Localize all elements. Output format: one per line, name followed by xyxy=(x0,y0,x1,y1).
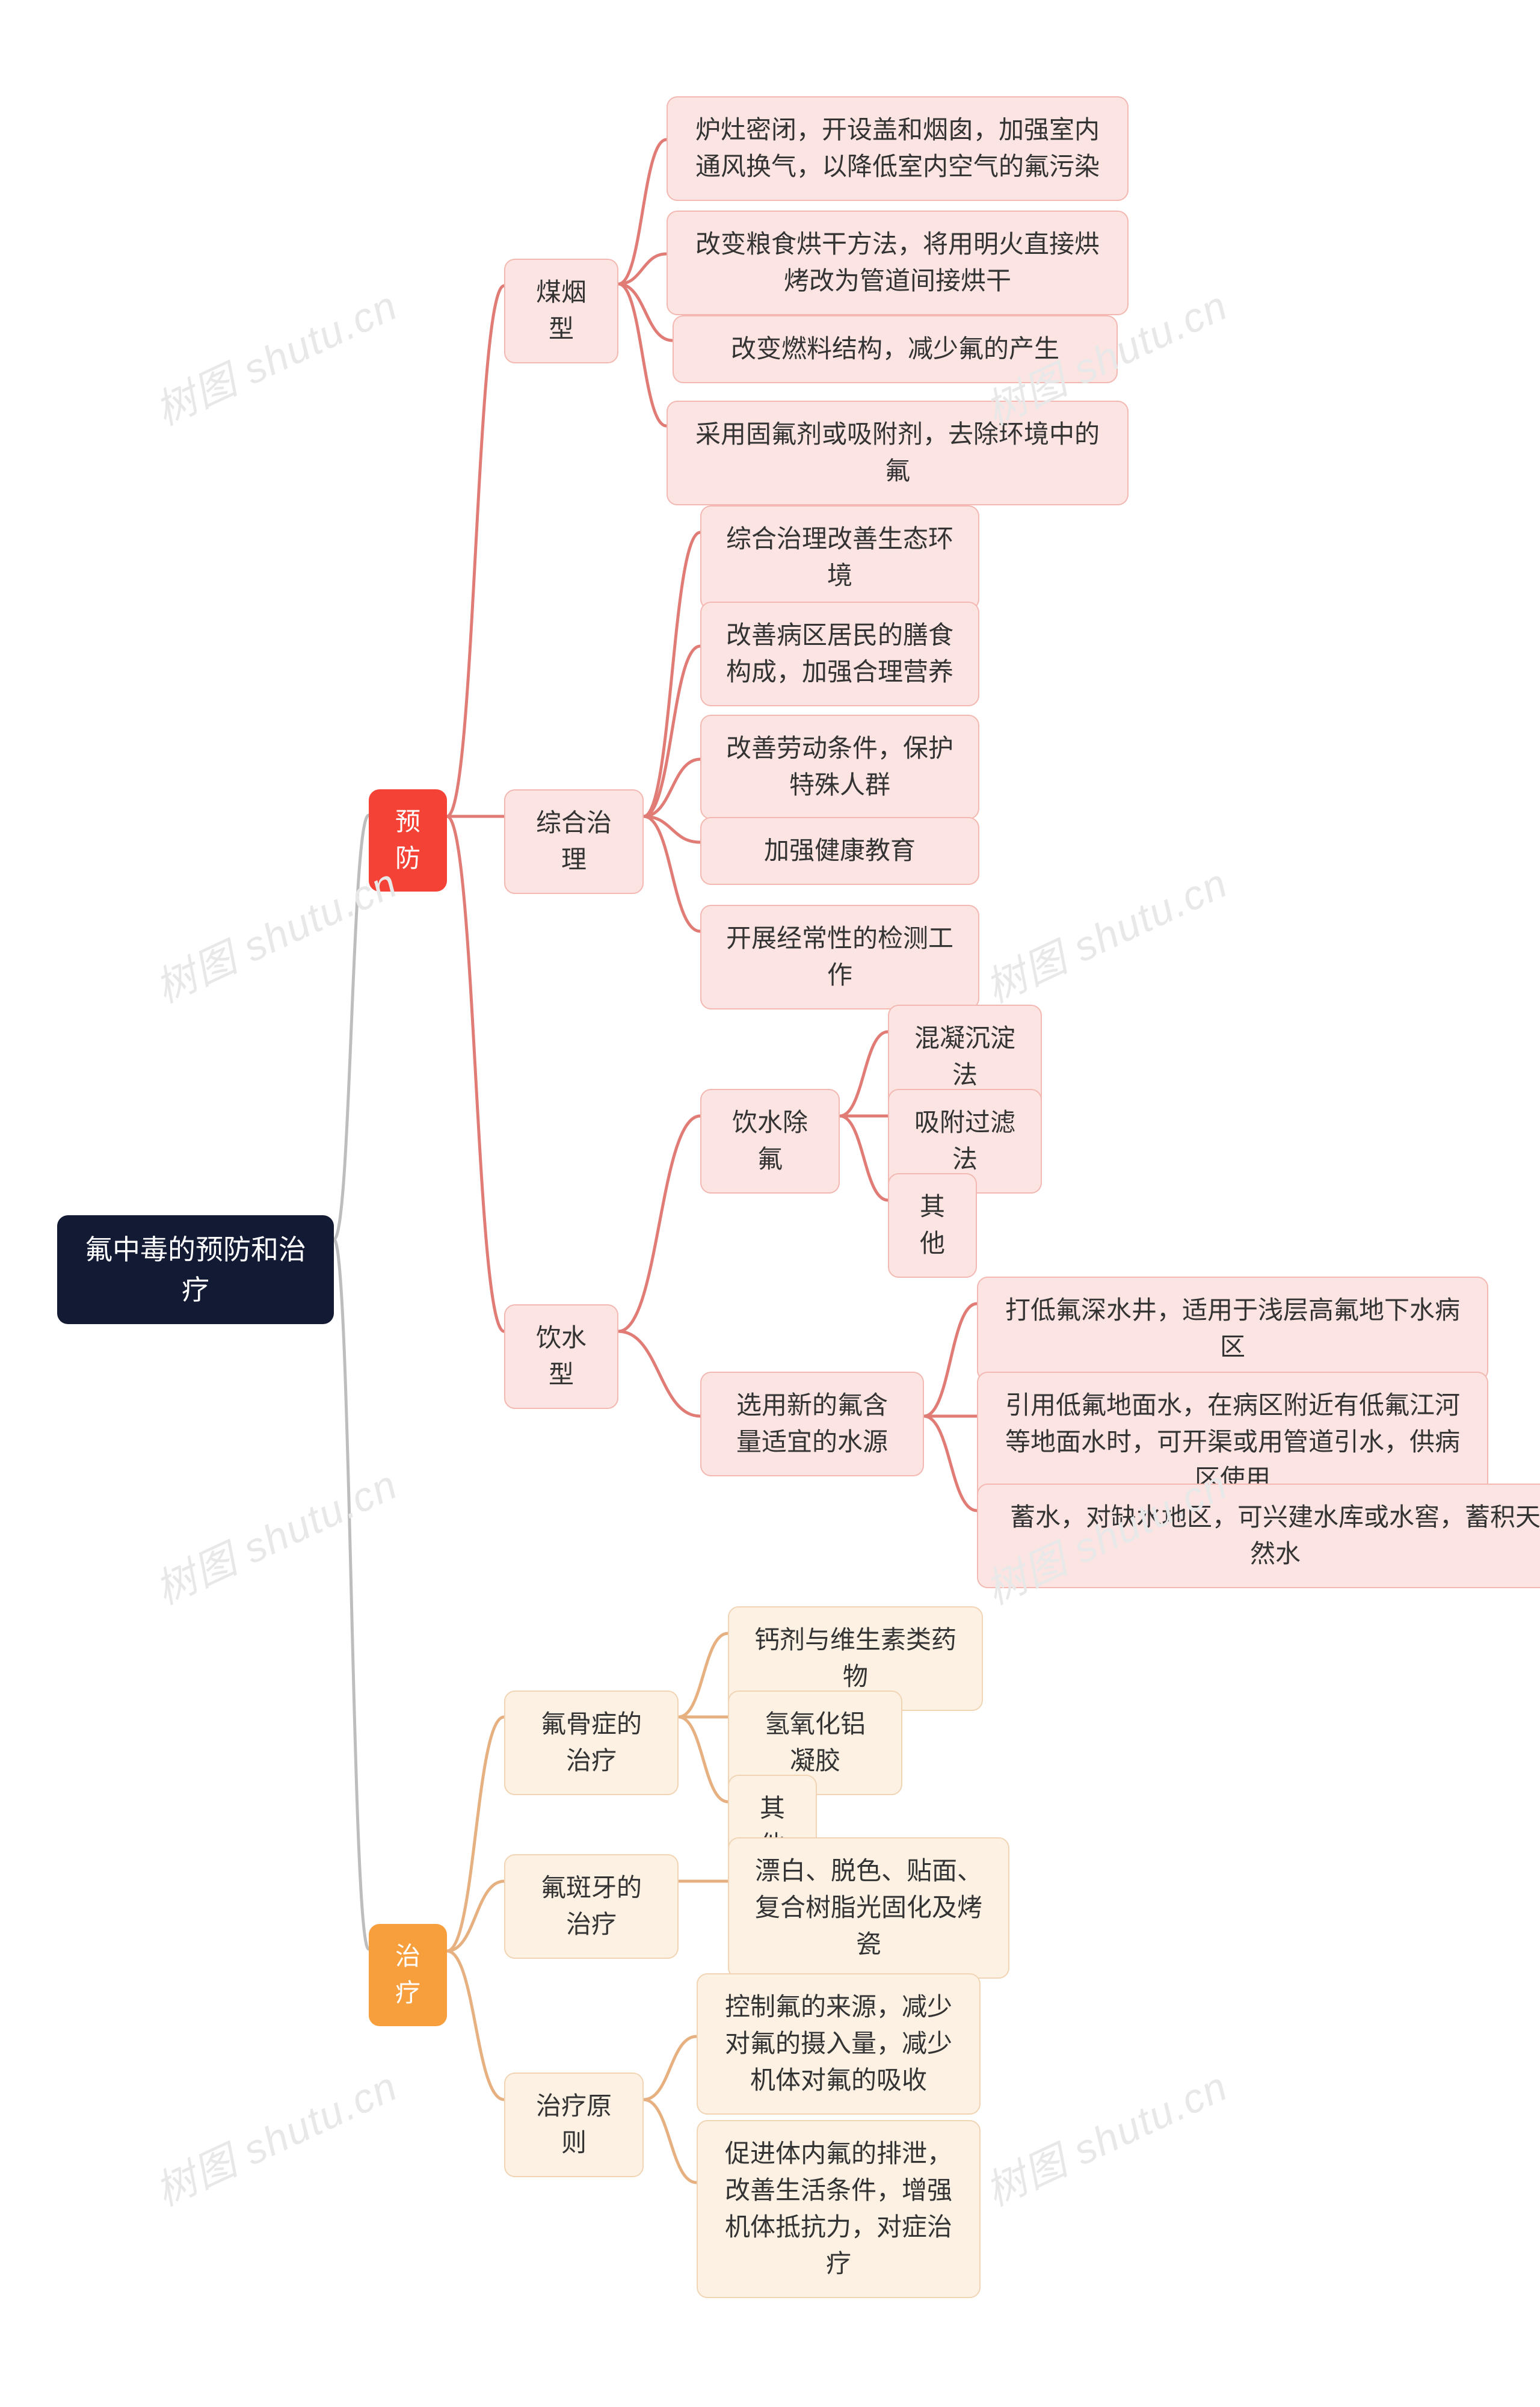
edge-p2-p2c xyxy=(644,759,700,816)
node-t3: 治疗原则 xyxy=(504,2073,644,2177)
edge-p2-p2e xyxy=(644,816,700,931)
node-p2e: 开展经常性的检测工作 xyxy=(700,905,979,1009)
edge-t3-t3b xyxy=(644,2100,697,2183)
edge-p1-p1a xyxy=(618,140,667,284)
node-t3b: 促进体内氟的排泄，改善生活条件，增强机体抵抗力，对症治疗 xyxy=(697,2120,981,2298)
watermark: 树图 shutu.cn xyxy=(144,1452,405,1616)
edge-root-treat xyxy=(334,1239,369,1949)
node-p1d: 采用固氟剂或吸附剂，去除环境中的氟 xyxy=(667,401,1129,505)
edge-t1-t1a xyxy=(679,1633,728,1717)
edge-root-prevent xyxy=(334,815,369,1239)
node-p3a3: 其他 xyxy=(888,1173,977,1278)
node-p3: 饮水型 xyxy=(504,1304,618,1409)
node-treat: 治疗 xyxy=(369,1924,447,2026)
node-p3b1: 打低氟深水井，适用于浅层高氟地下水病区 xyxy=(977,1277,1488,1381)
edge-p2-p2b xyxy=(644,646,700,816)
edge-p2-p2a xyxy=(644,532,700,816)
edge-p1-p1b xyxy=(618,254,667,284)
node-p2a: 综合治理改善生态环境 xyxy=(700,505,979,610)
watermark: 树图 shutu.cn xyxy=(974,850,1236,1014)
edge-p1-p1d xyxy=(618,284,667,426)
edge-prevent-p1 xyxy=(447,286,504,816)
node-p1a: 炉灶密闭，开设盖和烟囱，加强室内通风换气，以降低室内空气的氟污染 xyxy=(667,96,1129,201)
watermark: 树图 shutu.cn xyxy=(974,2053,1236,2217)
node-t2a: 漂白、脱色、贴面、复合树脂光固化及烤瓷 xyxy=(728,1837,1009,1979)
node-p3b: 选用新的氟含量适宜的水源 xyxy=(700,1372,924,1476)
node-p1c: 改变燃料结构，减少氟的产生 xyxy=(673,315,1118,383)
node-p2: 综合治理 xyxy=(504,789,644,894)
edge-p2-p2d xyxy=(644,816,700,842)
edge-treat-t1 xyxy=(447,1717,504,1951)
node-root: 氟中毒的预防和治疗 xyxy=(57,1215,334,1324)
node-t1: 氟骨症的治疗 xyxy=(504,1690,679,1795)
node-p2d: 加强健康教育 xyxy=(700,817,979,885)
node-p2c: 改善劳动条件，保护特殊人群 xyxy=(700,715,979,819)
edge-p3a-p3a1 xyxy=(840,1032,888,1116)
node-p3b3: 蓄水，对缺水地区，可兴建水库或水窖，蓄积天然水 xyxy=(977,1484,1540,1588)
edge-p3a-p3a3 xyxy=(840,1116,888,1200)
node-p1: 煤烟型 xyxy=(504,259,618,363)
edge-p3-p3a xyxy=(618,1116,700,1331)
watermark: 树图 shutu.cn xyxy=(144,273,405,437)
edge-p3-p3b xyxy=(618,1331,700,1416)
node-p2b: 改善病区居民的膳食构成，加强合理营养 xyxy=(700,602,979,706)
node-t2: 氟斑牙的治疗 xyxy=(504,1854,679,1959)
edge-p3b-p3b1 xyxy=(924,1304,977,1416)
edge-p3b-p3b3 xyxy=(924,1416,977,1511)
watermark: 树图 shutu.cn xyxy=(144,2053,405,2217)
node-t3a: 控制氟的来源，减少对氟的摄入量，减少机体对氟的吸收 xyxy=(697,1973,981,2115)
watermark: 树图 shutu.cn xyxy=(144,850,405,1014)
edge-t1-t1c xyxy=(679,1717,728,1802)
edge-p1-p1c xyxy=(618,284,673,341)
edge-t3-t3a xyxy=(644,2036,697,2100)
node-prevent: 预防 xyxy=(369,789,447,892)
edge-prevent-p3 xyxy=(447,816,504,1331)
edge-treat-t3 xyxy=(447,1951,504,2100)
edge-treat-t2 xyxy=(447,1881,504,1951)
node-p1b: 改变粮食烘干方法，将用明火直接烘烤改为管道间接烘干 xyxy=(667,211,1129,315)
node-p3a: 饮水除氟 xyxy=(700,1089,840,1194)
